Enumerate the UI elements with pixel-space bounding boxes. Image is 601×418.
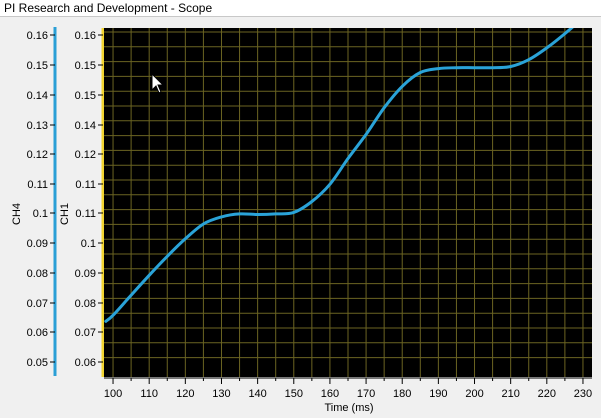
x-tick-label: 170 (357, 388, 375, 400)
window-title: PI Research and Development - Scope (0, 0, 601, 17)
ch1-tick-label: 0.07 (75, 327, 96, 339)
ch1-tick-label: 0.15 (75, 60, 96, 72)
ch1-tick-label: 0.09 (75, 268, 96, 280)
x-tick-label: 160 (321, 388, 339, 400)
ch4-tick-label: 0.09 (27, 238, 48, 250)
ch4-tick-label: 0.12 (27, 149, 48, 161)
x-tick-label: 190 (429, 388, 447, 400)
x-tick-label: 200 (465, 388, 483, 400)
ch1-tick-label: 0.14 (75, 120, 96, 132)
ch4-tick-label: 0.05 (27, 357, 48, 369)
ch4-tick-label: 0.06 (27, 327, 48, 339)
ch4-tick-label: 0.08 (27, 268, 48, 280)
ch4-tick-label: 0.14 (27, 90, 48, 102)
x-tick-label: 150 (285, 388, 303, 400)
ch4-tick-label: 0.13 (27, 120, 48, 132)
ch1-tick-label: 0.15 (75, 90, 96, 102)
ch1-tick-label: 0.1 (81, 238, 96, 250)
ch4-tick-label: 0.1 (33, 208, 48, 220)
ch1-tick-label: 0.08 (75, 298, 96, 310)
ch1-tick-label: 0.16 (75, 30, 96, 42)
x-tick-label: 210 (501, 388, 519, 400)
x-tick-label: 220 (538, 388, 556, 400)
x-axis-label: Time (ms) (324, 402, 373, 414)
ch1-tick-label: 0.11 (75, 179, 96, 191)
ch1-tick-label: 0.12 (75, 149, 96, 161)
ch4-tick-label: 0.11 (27, 179, 48, 191)
grid (104, 28, 592, 377)
series-trace (104, 28, 574, 323)
ch4-tick-label: 0.15 (27, 60, 48, 72)
ch1-tick-label: 0.06 (75, 357, 96, 369)
x-axis: 100 110 120 130 140 150 160 170 180 190 200 210 220 2… (104, 377, 592, 400)
mouse-cursor-icon (151, 72, 165, 94)
ch4-axis: 0.16 0.15 0.14 0.13 0.12 0.11 0.1 0.09 0.08 0.07 0… (27, 27, 57, 376)
ch1-tick-label: 0.11 (75, 208, 96, 220)
x-tick-label: 100 (104, 388, 122, 400)
scope-chart[interactable]: 0.160.150.140.130.120.110.10.090.080.070… (0, 18, 601, 418)
x-tick-label: 140 (248, 388, 266, 400)
x-tick-label: 130 (212, 388, 230, 400)
ch1-axis-label: CH1 (59, 203, 71, 225)
ch4-tick-label: 0.16 (27, 30, 48, 42)
ch4-tick-label: 0.07 (27, 298, 48, 310)
x-tick-label: 180 (393, 388, 411, 400)
x-tick-label: 120 (176, 388, 194, 400)
x-tick-label: 110 (140, 388, 158, 400)
ch4-axis-label: CH4 (11, 203, 23, 225)
x-tick-label: 230 (574, 388, 592, 400)
ch1-axis: 0.16 0.15 0.15 0.14 0.12 0.11 0.11 0.1 0.09 0.08 0… (75, 28, 105, 377)
